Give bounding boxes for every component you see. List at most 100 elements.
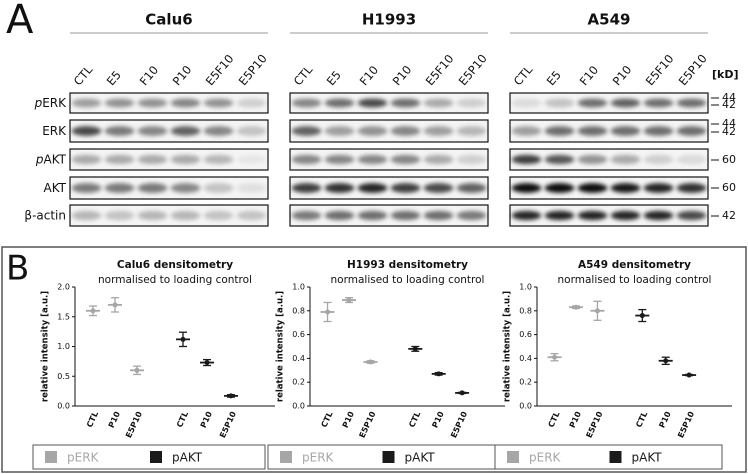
kd-marker: 42 — [722, 209, 736, 222]
blot-band — [676, 98, 707, 108]
blot-band — [643, 183, 674, 193]
blot-band — [423, 126, 454, 136]
blot-band — [137, 183, 168, 193]
lane-label: E5P10 — [236, 51, 270, 88]
blot-band — [203, 154, 234, 165]
legend-label: pERK — [529, 451, 562, 465]
blot-band — [170, 126, 201, 136]
blot-band — [71, 183, 102, 193]
x-tick-label: P10 — [568, 410, 584, 430]
data-point — [686, 372, 692, 378]
data-point — [552, 354, 558, 360]
lane-label: P10 — [390, 63, 415, 89]
blot-frame — [69, 92, 269, 114]
blot-band — [544, 210, 575, 221]
blot-band — [676, 126, 707, 136]
legend-label: pAKT — [405, 451, 436, 465]
blot-band — [511, 126, 542, 136]
blot-band — [291, 126, 322, 136]
lane-label: F10 — [357, 63, 381, 88]
blot-band — [643, 210, 674, 221]
x-tick-label: CTL — [85, 410, 100, 429]
blot-frame — [289, 148, 489, 171]
x-tick-label: P10 — [107, 410, 123, 430]
blot-band — [104, 183, 135, 193]
lane-label: CTL — [291, 62, 316, 88]
blot-band — [324, 183, 355, 193]
x-tick-label: P10 — [657, 410, 673, 430]
data-point — [90, 308, 96, 314]
lane-label: E5F10 — [423, 52, 457, 88]
x-tick-label: P10 — [199, 410, 215, 430]
blot-frame — [69, 204, 269, 227]
blot-frame — [289, 119, 489, 143]
panel-label: A — [6, 0, 34, 43]
y-tick-label: 1.0 — [57, 342, 70, 351]
blot-band — [676, 183, 707, 193]
blot-band — [423, 210, 454, 221]
blot-band — [544, 126, 575, 136]
blot-band — [170, 210, 201, 221]
blot-band — [203, 98, 234, 108]
blot-band — [104, 210, 135, 221]
lane-label: E5F10 — [643, 52, 677, 88]
kd-marker: 42 — [722, 98, 736, 111]
y-tick-label: 0.4 — [292, 354, 305, 363]
data-point — [367, 359, 373, 365]
protein-name: AKT — [44, 181, 67, 195]
y-tick-label: 0.6 — [292, 330, 305, 339]
data-point — [228, 393, 234, 399]
x-tick-label: E5P10 — [218, 410, 238, 440]
y-tick-label: 0.2 — [292, 378, 305, 387]
protein-name: AKT — [44, 152, 67, 166]
blot-band — [511, 98, 542, 108]
legend-swatch — [382, 451, 395, 463]
legend-frame — [32, 444, 266, 470]
x-tick-label: CTL — [407, 410, 422, 429]
blot-band — [610, 183, 641, 193]
lane-label: E5P10 — [676, 51, 710, 88]
data-point — [180, 336, 186, 342]
blot-band — [643, 154, 674, 165]
protein-label: AKT — [44, 181, 67, 195]
x-tick-label: CTL — [634, 410, 649, 429]
legend-swatch — [150, 451, 162, 463]
y-tick-label: 0.8 — [292, 306, 305, 315]
data-point — [204, 360, 210, 366]
blot-band — [71, 210, 102, 221]
blot-band — [324, 210, 355, 221]
x-tick-label: CTL — [320, 410, 335, 429]
lane-label: E5P10 — [456, 51, 490, 88]
blot-band — [170, 98, 201, 108]
blot-band — [357, 210, 388, 221]
blot-band — [511, 183, 542, 193]
y-axis-label: relative intensity [a.u.] — [41, 291, 51, 402]
blot-frame — [509, 176, 709, 200]
protein-label: β-actin — [24, 208, 66, 222]
blot-frame — [69, 119, 269, 143]
x-tick-label: CTL — [175, 410, 190, 429]
x-tick-label: P10 — [430, 410, 446, 430]
legend-swatch — [609, 451, 622, 463]
blot-band — [236, 154, 267, 165]
blot-band — [291, 183, 322, 193]
blot-band — [456, 210, 487, 221]
blot-band — [203, 210, 234, 221]
blot-band — [456, 154, 487, 165]
blot-band — [610, 126, 641, 136]
blot-band — [137, 126, 168, 136]
data-point — [594, 308, 600, 314]
x-tick-label: E5P10 — [449, 410, 469, 440]
blot-frame — [289, 176, 489, 200]
blot-frame — [509, 119, 709, 143]
data-point — [134, 367, 140, 373]
lane-label: F10 — [137, 63, 161, 88]
blot-band — [170, 154, 201, 165]
y-tick-label: 0.5 — [57, 372, 70, 381]
blot-band — [357, 154, 388, 165]
protein-name: ERK — [42, 96, 67, 110]
blot-band — [610, 210, 641, 221]
blot-band — [577, 126, 608, 136]
blot-band — [170, 183, 201, 193]
blot-band — [390, 183, 421, 193]
